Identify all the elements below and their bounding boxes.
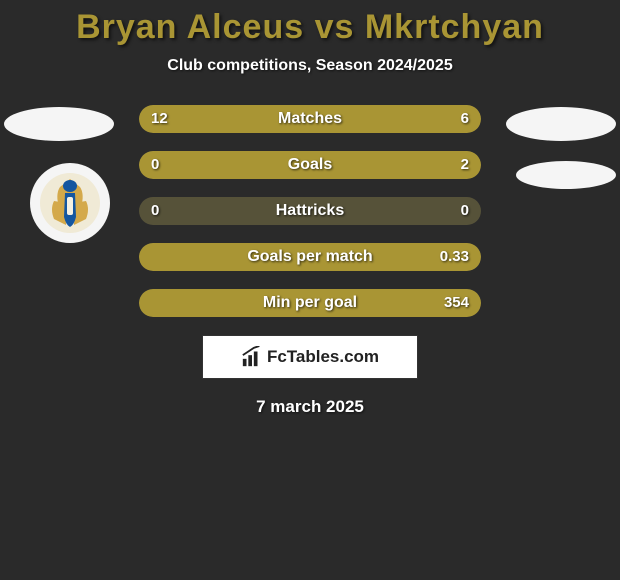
brand-text: FcTables.com bbox=[267, 347, 379, 367]
player1-name: Bryan Alceus bbox=[76, 8, 304, 46]
stat-row: 0.33Goals per match bbox=[139, 243, 481, 271]
brand-box: FcTables.com bbox=[202, 335, 418, 379]
stats-area: 126Matches 02Goals 00Hattricks 0.33Goals pe… bbox=[0, 105, 620, 317]
comparison-title: Bryan Alceus vs Mkrtchyan bbox=[0, 0, 620, 47]
date-text: 7 march 2025 bbox=[0, 397, 620, 417]
stat-row: 126Matches bbox=[139, 105, 481, 133]
vs-text: vs bbox=[315, 8, 355, 46]
stat-label: Min per goal bbox=[139, 289, 481, 317]
stat-label: Goals per match bbox=[139, 243, 481, 271]
stat-row: 02Goals bbox=[139, 151, 481, 179]
club-logo-icon bbox=[40, 173, 100, 233]
player1-club-badge bbox=[30, 163, 110, 243]
stat-rows-container: 126Matches 02Goals 00Hattricks 0.33Goals pe… bbox=[139, 105, 481, 317]
subtitle: Club competitions, Season 2024/2025 bbox=[0, 57, 620, 75]
stat-row: 00Hattricks bbox=[139, 197, 481, 225]
stat-label: Goals bbox=[139, 151, 481, 179]
brand-chart-icon bbox=[241, 346, 263, 368]
player2-badge-oval-2 bbox=[516, 161, 616, 189]
stat-label: Matches bbox=[139, 105, 481, 133]
player2-badge-oval-1 bbox=[506, 107, 616, 141]
stat-row: 354Min per goal bbox=[139, 289, 481, 317]
stat-label: Hattricks bbox=[139, 197, 481, 225]
player2-name: Mkrtchyan bbox=[365, 8, 544, 46]
player1-badge-oval bbox=[4, 107, 114, 141]
